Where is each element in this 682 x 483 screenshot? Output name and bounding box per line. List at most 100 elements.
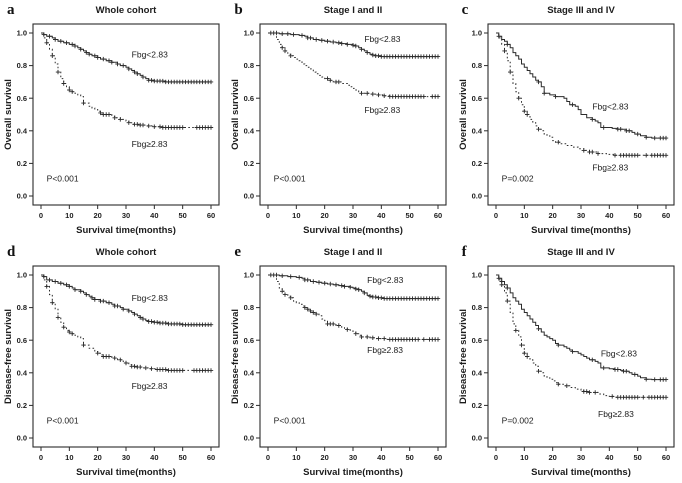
- p-value-annotation: P<0.001: [47, 415, 79, 425]
- censor-marks-low-fbg: [41, 32, 214, 85]
- panel-e-stage-1-2-disease-free-survival: e Stage I and II 0.0 0.2 0.4 0.6 0.8 1.0 0 10 20 3…: [227, 242, 454, 483]
- y-tick-label: 1.0: [17, 270, 27, 279]
- x-tick-label: 30: [576, 211, 584, 220]
- series-label-low-fbg: Fbg<2.83: [365, 34, 401, 44]
- y-tick-label: 0.0: [17, 433, 27, 442]
- chart-title: Stage I and II: [324, 5, 383, 16]
- p-value-annotation: P=0.002: [501, 173, 533, 183]
- chart-title: Whole cohort: [96, 247, 158, 258]
- km-curve-low-fbg: [41, 32, 211, 83]
- x-tick-label: 60: [434, 211, 442, 220]
- x-tick-label: 50: [178, 453, 186, 462]
- censor-marks-low-fbg: [496, 34, 668, 141]
- km-curve-high-fbg: [268, 32, 439, 98]
- y-tick-label: 0.4: [471, 368, 482, 377]
- y-tick-label: 0.4: [244, 368, 255, 377]
- y-tick-label: 0.6: [17, 335, 27, 344]
- y-tick-label: 0.4: [244, 126, 255, 135]
- km-curve-high-fbg: [268, 274, 439, 340]
- km-curve-low-fbg: [268, 32, 439, 58]
- series-label-low-fbg: Fbg<2.83: [367, 275, 403, 285]
- x-tick-label: 40: [377, 453, 385, 462]
- y-tick-label: 1.0: [244, 29, 254, 38]
- x-tick-label: 0: [494, 453, 498, 462]
- x-tick-label: 0: [39, 453, 43, 462]
- y-tick-label: 0.0: [244, 433, 254, 442]
- x-axis-label: Survival time(months): [76, 467, 176, 478]
- x-tick-label: 50: [406, 211, 414, 220]
- panel-d-whole-cohort-disease-free-survival: d Whole cohort 0.0 0.2 0.4 0.6 0.8 1.0 0 10 20 30 4…: [0, 242, 227, 483]
- x-tick-label: 0: [494, 211, 498, 220]
- x-tick-label: 40: [150, 453, 158, 462]
- x-tick-label: 20: [93, 453, 101, 462]
- km-curve-low-fbg: [495, 32, 666, 139]
- x-tick-label: 0: [266, 211, 270, 220]
- x-tick-label: 0: [266, 453, 270, 462]
- y-tick-label: 0.8: [471, 303, 481, 312]
- y-tick-label: 0.8: [17, 61, 27, 70]
- y-tick-label: 0.2: [471, 401, 481, 410]
- censor-marks-low-fbg: [268, 272, 441, 301]
- km-plot-b: Stage I and II 0.0 0.2 0.4 0.6 0.8 1.0 0 10 20 30 4…: [230, 5, 447, 236]
- km-plot-e: Stage I and II 0.0 0.2 0.4 0.6 0.8 1.0 0 10 20 30 4…: [230, 247, 447, 478]
- x-tick-label: 20: [548, 453, 556, 462]
- y-tick-label: 0.0: [471, 192, 481, 201]
- y-tick-label: 0.6: [471, 335, 481, 344]
- x-axis-label: Survival time(months): [76, 225, 176, 236]
- y-tick-label: 0.4: [17, 126, 28, 135]
- series-label-high-fbg: Fbg≥2.83: [132, 381, 168, 391]
- y-tick-label: 0.6: [17, 94, 27, 103]
- y-tick-label: 0.2: [244, 159, 254, 168]
- x-tick-label: 0: [39, 211, 43, 220]
- censor-marks-high-fbg: [44, 283, 214, 373]
- x-tick-label: 60: [434, 453, 442, 462]
- y-tick-label: 0.0: [471, 433, 481, 442]
- x-axis-label: Survival time(months): [531, 467, 631, 478]
- y-tick-label: 0.8: [17, 303, 27, 312]
- y-tick-label: 0.4: [17, 368, 28, 377]
- p-value-annotation: P<0.001: [274, 415, 306, 425]
- y-tick-label: 1.0: [17, 29, 27, 38]
- panel-letter-d: d: [7, 243, 16, 260]
- y-tick-label: 0.8: [244, 303, 254, 312]
- x-tick-label: 10: [292, 211, 300, 220]
- x-tick-label: 10: [65, 453, 73, 462]
- censor-marks-low-fbg: [268, 30, 441, 59]
- x-tick-label: 10: [65, 211, 73, 220]
- panel-letter-a: a: [7, 2, 15, 18]
- x-tick-label: 20: [321, 211, 329, 220]
- x-tick-label: 30: [122, 453, 130, 462]
- panel-f-stage-3-4-disease-free-survival: f Stage III and IV 0.0 0.2 0.4 0.6 0.8 1.0 0 10 2…: [455, 242, 682, 483]
- km-plot-c: Stage III and IV 0.0 0.2 0.4 0.6 0.8 1.0 0 10 20 3…: [458, 5, 675, 236]
- y-tick-label: 1.0: [471, 29, 481, 38]
- series-label-high-fbg: Fbg≥2.83: [598, 408, 634, 418]
- x-tick-label: 20: [93, 211, 101, 220]
- y-axis-label: Overall survival: [3, 79, 14, 150]
- panel-letter-c: c: [461, 2, 469, 18]
- y-tick-label: 0.8: [244, 61, 254, 70]
- y-tick-label: 0.2: [17, 401, 27, 410]
- km-curve-high-fbg: [495, 32, 666, 156]
- censor-marks-high-fbg: [280, 288, 441, 342]
- chart-title: Stage III and IV: [547, 5, 615, 16]
- x-tick-label: 20: [548, 211, 556, 220]
- x-tick-label: 10: [520, 211, 528, 220]
- panel-letter-b: b: [234, 2, 243, 18]
- series-label-low-fbg: Fbg<2.83: [132, 49, 168, 59]
- x-tick-label: 50: [406, 453, 414, 462]
- series-label-low-fbg: Fbg<2.83: [592, 102, 628, 112]
- x-tick-label: 50: [178, 211, 186, 220]
- y-tick-label: 0.2: [471, 159, 481, 168]
- panel-letter-f: f: [461, 243, 467, 260]
- y-tick-label: 0.2: [17, 159, 27, 168]
- x-tick-label: 30: [349, 453, 357, 462]
- panel-c-stage-3-4-overall-survival: c Stage III and IV 0.0 0.2 0.4 0.6 0.8 1.0 0 10 2…: [455, 0, 682, 241]
- y-axis-label: Disease-free survival: [230, 308, 241, 403]
- series-label-low-fbg: Fbg<2.83: [132, 293, 168, 303]
- panel-letter-e: e: [234, 243, 241, 260]
- panel-a-whole-cohort-overall-survival: a Whole cohort 0.0 0.2 0.4 0.6 0.8 1.0 0 10 20 30 4…: [0, 0, 227, 241]
- p-value-annotation: P<0.001: [47, 173, 79, 183]
- km-curve-high-fbg: [495, 274, 666, 398]
- x-tick-label: 40: [605, 211, 613, 220]
- y-axis-label: Disease-free survival: [3, 308, 14, 403]
